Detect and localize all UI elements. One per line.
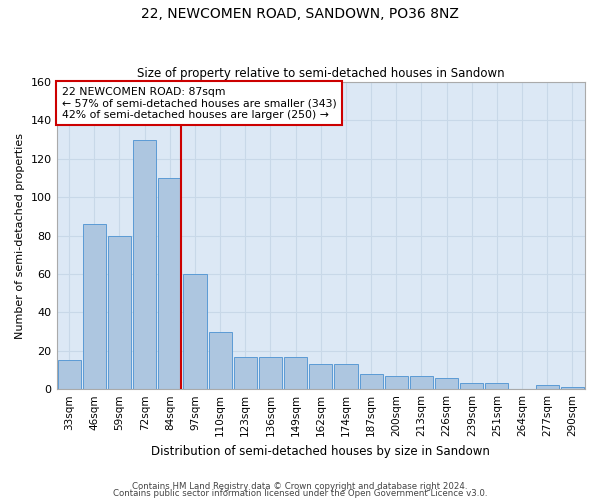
Text: 22, NEWCOMEN ROAD, SANDOWN, PO36 8NZ: 22, NEWCOMEN ROAD, SANDOWN, PO36 8NZ (141, 8, 459, 22)
Bar (536, 386, 559, 389)
Bar (108, 236, 131, 389)
Y-axis label: Number of semi-detached properties: Number of semi-detached properties (15, 132, 25, 338)
Bar (385, 376, 408, 389)
Bar (485, 384, 508, 389)
Bar (133, 140, 156, 389)
Bar (58, 360, 80, 389)
Title: Size of property relative to semi-detached houses in Sandown: Size of property relative to semi-detach… (137, 66, 505, 80)
Bar (334, 364, 358, 389)
Bar (284, 356, 307, 389)
Bar (259, 356, 282, 389)
X-axis label: Distribution of semi-detached houses by size in Sandown: Distribution of semi-detached houses by … (151, 444, 490, 458)
Bar (83, 224, 106, 389)
Bar (435, 378, 458, 389)
Bar (410, 376, 433, 389)
Text: Contains public sector information licensed under the Open Government Licence v3: Contains public sector information licen… (113, 489, 487, 498)
Text: 22 NEWCOMEN ROAD: 87sqm
← 57% of semi-detached houses are smaller (343)
42% of s: 22 NEWCOMEN ROAD: 87sqm ← 57% of semi-de… (62, 86, 337, 120)
Bar (209, 332, 232, 389)
Text: Contains HM Land Registry data © Crown copyright and database right 2024.: Contains HM Land Registry data © Crown c… (132, 482, 468, 491)
Bar (561, 388, 584, 389)
Bar (460, 384, 484, 389)
Bar (234, 356, 257, 389)
Bar (309, 364, 332, 389)
Bar (184, 274, 206, 389)
Bar (158, 178, 181, 389)
Bar (359, 374, 383, 389)
